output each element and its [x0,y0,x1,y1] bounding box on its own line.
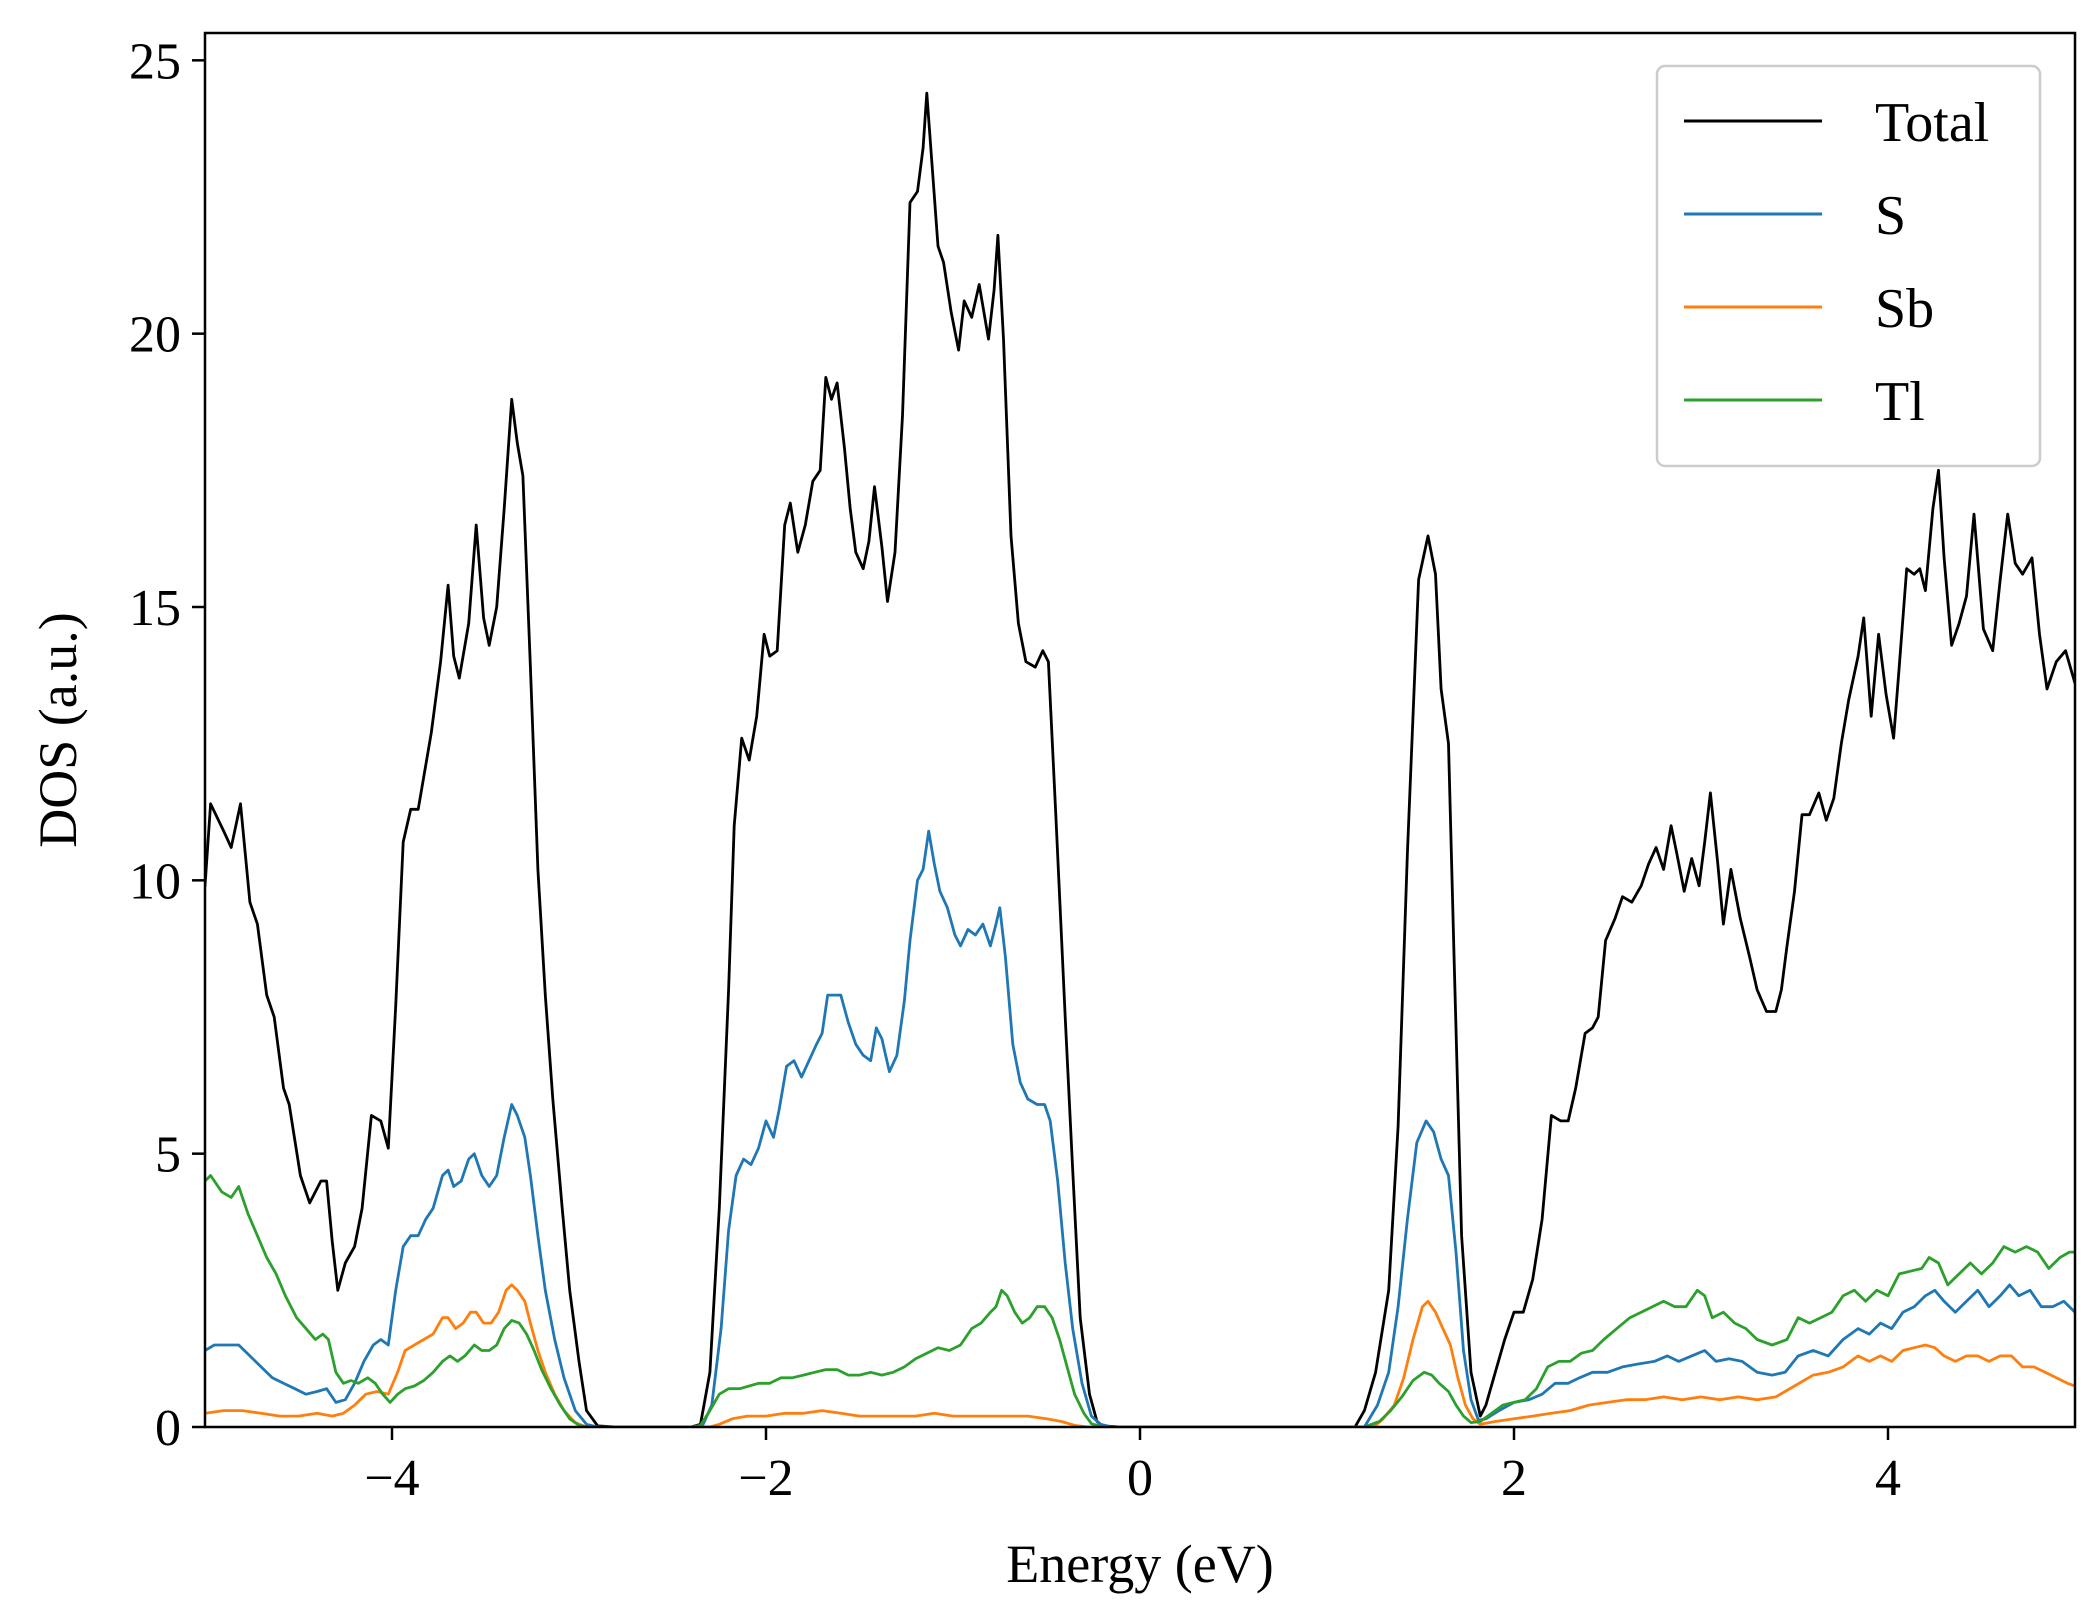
series-line-sb [205,1283,2075,1427]
y-axis-label: DOS (a.u.) [28,612,88,847]
y-tick-label: 25 [129,33,181,90]
legend-label-tl: Tl [1875,371,1925,433]
series-layer [205,91,2075,1427]
x-axis-label: Energy (eV) [1006,1534,1273,1594]
x-tick-label: −4 [364,1450,419,1507]
x-tick-label: 2 [1501,1450,1527,1507]
x-tick-label: 0 [1127,1450,1153,1507]
y-tick-label: 0 [155,1400,181,1457]
x-tick-label: 4 [1875,1450,1901,1507]
legend-label-total: Total [1875,92,1989,154]
legend: Total S Sb Tl [1655,64,2042,468]
y-tick-label: 5 [155,1127,181,1184]
series-line-tl [205,1174,2075,1427]
series-line-s [205,829,2075,1427]
x-tick-label: −2 [738,1450,793,1507]
legend-box [1655,64,2042,468]
series-line-total [205,91,2075,1427]
y-tick-label: 15 [129,580,181,637]
x-axis: −4 −2 0 2 4 [364,1427,1901,1507]
y-axis: 0 5 10 15 20 25 [129,33,205,1457]
legend-label-sb: Sb [1875,278,1934,340]
y-tick-label: 20 [129,307,181,364]
legend-label-s: S [1875,185,1906,247]
y-tick-label: 10 [129,853,181,910]
